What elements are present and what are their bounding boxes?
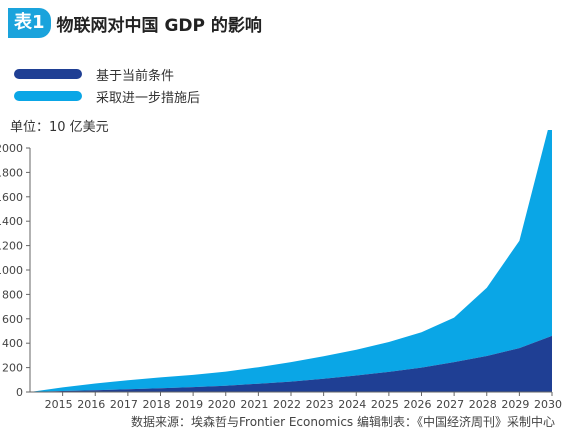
- legend: 基于当前条件 采取进一步措施后: [14, 63, 200, 107]
- area-chart: 0 200 400 600 800 1000 1200 1400 1600 1800 2000 201…: [0, 130, 562, 411]
- x-tick-label: 2029: [501, 398, 529, 411]
- table-badge: 表1: [8, 8, 51, 38]
- legend-swatch-current: [14, 69, 82, 79]
- legend-label-current: 基于当前条件: [96, 68, 175, 84]
- chart-title-row: 表1 物联网对中国 GDP 的影响: [8, 7, 262, 39]
- unit-label: 单位：10 亿美元: [10, 120, 109, 135]
- series-area-current: [30, 335, 552, 392]
- x-tick-label: 2020: [208, 398, 236, 411]
- y-tick-label: 600: [2, 313, 23, 326]
- series-area-further: [30, 130, 552, 392]
- y-tick-label: 800: [2, 288, 23, 301]
- y-tick-label: 1600: [0, 191, 23, 204]
- y-tick-label: 1400: [0, 215, 23, 228]
- x-tick-label: 2022: [273, 398, 301, 411]
- y-tick-label: 200: [2, 362, 23, 375]
- x-tick-label: 2017: [110, 398, 138, 411]
- x-tick-label: 2028: [469, 398, 497, 411]
- legend-item-current: 基于当前条件: [14, 63, 200, 85]
- x-tick-label: 2018: [143, 398, 171, 411]
- x-tick-label: 2030: [534, 398, 562, 411]
- legend-label-further: 采取进一步措施后: [96, 90, 201, 106]
- x-tick-label: 2024: [338, 398, 366, 411]
- y-tick-label: 1000: [0, 264, 23, 277]
- x-tick-label: 2015: [45, 398, 73, 411]
- x-tick-label: 2023: [306, 398, 334, 411]
- x-tick-label: 2025: [371, 398, 399, 411]
- x-tick-label: 2019: [175, 398, 203, 411]
- y-tick-label: 2000: [0, 142, 23, 155]
- y-tick-label: 0: [16, 386, 23, 399]
- y-tick-label: 1200: [0, 240, 23, 253]
- x-tick-label: 2021: [240, 398, 268, 411]
- chart-title: 物联网对中国 GDP 的影响: [56, 15, 262, 36]
- y-tick-label: 1800: [0, 166, 23, 179]
- legend-item-further: 采取进一步措施后: [14, 85, 200, 107]
- y-tick-label: 400: [2, 337, 23, 350]
- x-tick-label: 2027: [436, 398, 464, 411]
- legend-swatch-further: [14, 91, 82, 101]
- source-note: 数据来源：埃森哲与Frontier Economics 编辑制表：《中国经济周刊…: [131, 415, 555, 429]
- x-tick-label: 2016: [77, 398, 105, 411]
- x-tick-label: 2026: [404, 398, 432, 411]
